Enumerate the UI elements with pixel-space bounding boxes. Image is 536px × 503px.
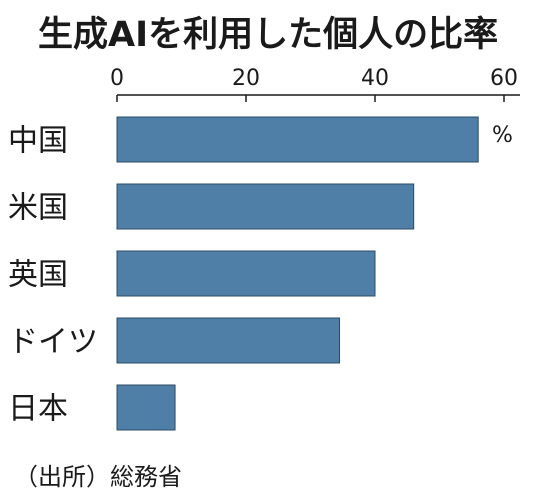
x-tick-label: 0	[110, 66, 124, 91]
bar	[116, 183, 415, 230]
category-label: ドイツ	[8, 325, 98, 360]
unit-label: %	[492, 123, 513, 148]
x-tick-label: 40	[361, 66, 389, 91]
category-label: 英国	[8, 258, 68, 293]
bar	[116, 250, 376, 297]
bar	[116, 116, 479, 163]
bars	[116, 116, 479, 431]
source-note: （出所）総務省	[14, 463, 182, 491]
category-label: 日本	[8, 392, 68, 427]
x-axis: 0 20 40 60	[110, 66, 520, 102]
x-tick-label: 20	[232, 66, 260, 91]
bar	[116, 317, 341, 364]
category-label: 米国	[8, 191, 68, 226]
category-label: 中国	[8, 124, 68, 159]
x-tick-label: 60	[490, 66, 518, 91]
bar	[116, 384, 176, 431]
chart-title: 生成AIを利用した個人の比率	[38, 15, 499, 55]
